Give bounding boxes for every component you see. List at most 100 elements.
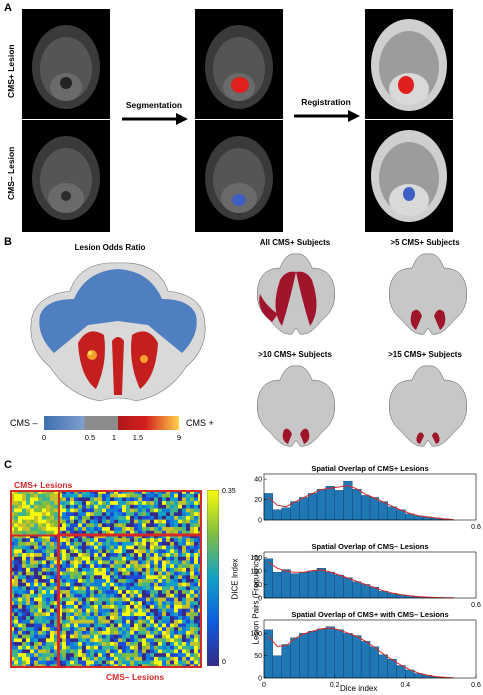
y-tick-label: 150 bbox=[250, 555, 262, 562]
histogram-bar bbox=[281, 507, 291, 521]
colorbar-tick-0-5: 0.5 bbox=[84, 433, 96, 442]
x-tick-label: 0.6 bbox=[471, 524, 481, 531]
histogram-bar bbox=[352, 581, 362, 599]
histogram-bar bbox=[281, 569, 291, 599]
x-tick-label: 0.6 bbox=[471, 602, 481, 609]
flatmap-all-cms-plus bbox=[257, 253, 335, 335]
y-tick-label: 40 bbox=[254, 477, 262, 484]
dice-colorbar bbox=[207, 490, 219, 666]
x-tick-label: 0.2 bbox=[330, 682, 340, 689]
histogram-figure: Spatial Overlap of CMS+ Lesions020400.6S… bbox=[250, 464, 481, 689]
panel-a-letter: A bbox=[4, 2, 12, 14]
histogram-bar bbox=[378, 501, 388, 521]
y-tick-label: 0 bbox=[258, 518, 262, 525]
histogram-bar bbox=[378, 654, 388, 679]
histogram-bar bbox=[325, 572, 335, 599]
histogram-title: Spatial Overlap of CMS– Lesions bbox=[311, 542, 428, 551]
histogram-cms-minus: Spatial Overlap of CMS– Lesions 0 50 100 150… bbox=[250, 542, 481, 609]
histogram-axes bbox=[263, 619, 477, 679]
histogram-bar bbox=[272, 572, 282, 599]
histogram-bar bbox=[334, 574, 344, 599]
fit-curve bbox=[268, 484, 454, 521]
panel-c-letter: C bbox=[4, 459, 12, 471]
odds-ratio-flatmap bbox=[30, 262, 206, 402]
histogram-bar bbox=[378, 591, 388, 599]
histogram-bar bbox=[360, 495, 371, 521]
y-tick-label: 100 bbox=[250, 568, 262, 575]
histogram-bar bbox=[334, 490, 344, 521]
histogram-bar bbox=[316, 568, 327, 599]
mri-cms-plus-raw bbox=[22, 9, 110, 119]
histogram-title: Spatial Overlap of CMS+ Lesions bbox=[311, 464, 428, 473]
histogram-bar bbox=[316, 489, 327, 521]
flat-title-gt5: >5 CMS+ Subjects bbox=[390, 238, 460, 247]
flatmap-gt10 bbox=[257, 365, 335, 447]
histogram-bar bbox=[307, 493, 318, 521]
flat-title-gt10: >10 CMS+ Subjects bbox=[258, 350, 332, 359]
odds-ratio-title: Lesion Odds Ratio bbox=[74, 243, 146, 252]
x-tick-label: 0.6 bbox=[471, 682, 481, 689]
histogram-axes bbox=[263, 551, 477, 599]
histogram-cross: Spatial Overlap of CMS+ with CMS– Lesion… bbox=[250, 610, 481, 689]
histogram-bar bbox=[307, 570, 318, 599]
histogram-bar bbox=[272, 655, 282, 679]
histogram-bar bbox=[360, 584, 371, 599]
histogram-bar bbox=[325, 486, 335, 521]
colorbar-tick-0: 0 bbox=[41, 433, 47, 442]
arrow-segmentation bbox=[122, 113, 188, 125]
colorbar-tick-1: 1 bbox=[111, 433, 117, 442]
flatmap-gt15 bbox=[389, 365, 467, 447]
histogram-bar bbox=[325, 626, 335, 679]
dice-colorbar-label: DICE Index bbox=[230, 558, 240, 600]
x-tick-label: 0 bbox=[262, 682, 266, 689]
colorbar-tick-9: 9 bbox=[176, 433, 182, 442]
mri-cms-plus-segmented bbox=[195, 9, 283, 119]
histogram-cms-plus: Spatial Overlap of CMS+ Lesions 0 20 40 0.6 bbox=[254, 464, 481, 531]
dice-colorbar-tick-max: 0.35 bbox=[222, 488, 236, 495]
histogram-bar bbox=[369, 646, 380, 679]
colorbar-right-label: CMS + bbox=[186, 418, 214, 428]
row-label-cms-plus: CMS+ Lesion bbox=[6, 44, 16, 98]
y-tick-label: 50 bbox=[254, 582, 262, 589]
panel-b-letter: B bbox=[4, 236, 12, 248]
flat-title-gt15: >15 CMS+ Subjects bbox=[388, 350, 462, 359]
histogram-bar bbox=[316, 628, 327, 679]
histogram-bar bbox=[299, 633, 309, 679]
histogram-bar bbox=[343, 633, 353, 679]
fit-curve bbox=[268, 627, 454, 679]
flatmap-gt5 bbox=[389, 253, 467, 335]
histogram-bar bbox=[281, 644, 291, 679]
flat-title-all: All CMS+ Subjects bbox=[259, 238, 331, 247]
mri-cms-minus-raw bbox=[22, 120, 110, 232]
arrow-registration bbox=[294, 110, 360, 122]
histogram-bar bbox=[343, 577, 353, 599]
histogram-bar bbox=[352, 489, 362, 521]
colorbar-left-label: CMS – bbox=[10, 418, 38, 428]
x-tick-label: 0.4 bbox=[400, 682, 410, 689]
arrow-label-segmentation: Segmentation bbox=[125, 100, 183, 110]
histogram-bar bbox=[290, 501, 300, 521]
mri-cms-minus-segmented bbox=[195, 120, 283, 232]
colorbar-tick-1-5: 1.5 bbox=[132, 433, 144, 442]
histogram-bar bbox=[352, 635, 362, 679]
dice-colorbar-tick-min: 0 bbox=[222, 659, 226, 666]
y-tick-label: 50 bbox=[254, 653, 262, 660]
matrix-label-cms-plus: CMS+ Lesions bbox=[14, 480, 73, 490]
mri-cms-minus-registered bbox=[365, 120, 453, 232]
mri-cms-plus-registered bbox=[365, 9, 453, 119]
histogram-bar bbox=[405, 513, 415, 521]
histogram-axes bbox=[263, 473, 477, 521]
arrow-label-registration: Registration bbox=[301, 97, 351, 107]
dice-matrix bbox=[10, 490, 202, 668]
histogram-bar bbox=[387, 506, 397, 521]
y-tick-label: 100 bbox=[250, 631, 262, 638]
row-label-cms-minus: CMS– Lesion bbox=[6, 146, 16, 200]
y-tick-label: 20 bbox=[254, 497, 262, 504]
histogram-bar bbox=[290, 637, 300, 679]
histogram-bar bbox=[369, 497, 380, 521]
fit-curve bbox=[268, 561, 454, 599]
hist-x-label: Dice index bbox=[340, 684, 378, 693]
y-tick-label: 0 bbox=[258, 676, 262, 683]
histogram-bar bbox=[290, 573, 300, 599]
histogram-bar bbox=[299, 497, 309, 521]
